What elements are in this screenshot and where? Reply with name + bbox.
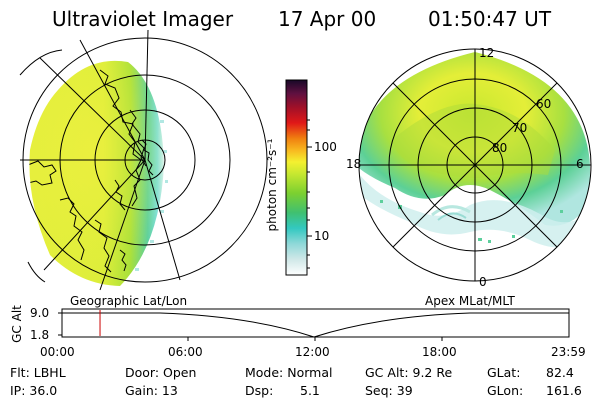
glat-label: GLat: — [487, 365, 521, 380]
time-tick-1800: 18:00 — [422, 345, 457, 359]
colorbar-unit-label: photon cm⁻²s⁻¹ — [265, 138, 279, 232]
observation-date: 17 Apr 00 — [278, 7, 377, 31]
time-tick-1200: 12:00 — [295, 345, 330, 359]
altitude-ytick-low: 1.8 — [30, 328, 50, 342]
altitude-timeline — [58, 308, 570, 341]
gain-status: Gain: 13 — [125, 383, 178, 398]
door-status: Door: Open — [125, 365, 197, 380]
time-tick-0000: 00:00 — [40, 345, 75, 359]
geographic-globe — [19, 29, 268, 291]
apex-panel-label: Apex MLat/MLT — [425, 294, 515, 308]
time-tick-2359: 23:59 — [551, 345, 586, 359]
image-title: Ultraviolet Imager — [52, 7, 234, 31]
mlat-label-80: 80 — [492, 141, 508, 155]
gc-alt-status: GC Alt: 9.2 Re — [365, 365, 453, 380]
colorbar — [285, 79, 312, 276]
colorbar-tick-10: 10 — [314, 229, 330, 243]
mlt-label-dusk: 18 — [346, 157, 362, 171]
time-tick-0600: 06:00 — [168, 345, 203, 359]
geographic-panel-label: Geographic Lat/Lon — [70, 294, 188, 308]
filter-status: Flt: LBHL — [10, 365, 66, 380]
mlt-label-midnight: 0 — [479, 275, 487, 289]
glat-value: 82.4 — [546, 365, 574, 380]
glon-value: 161.6 — [546, 383, 582, 398]
dsp-value: 5.1 — [300, 383, 320, 398]
mlt-label-noon: 12 — [479, 46, 495, 60]
dsp-label: Dsp: — [245, 383, 274, 398]
glon-label: GLon: — [487, 383, 524, 398]
mlat-label-70: 70 — [512, 121, 528, 135]
seq-status: Seq: 39 — [365, 383, 413, 398]
polar-aurora-plot — [358, 48, 592, 282]
mlat-label-60: 60 — [536, 97, 552, 111]
altitude-ylabel: GC Alt — [10, 305, 24, 343]
altitude-ytick-high: 9.0 — [30, 306, 50, 320]
mlt-label-dawn: 6 — [576, 157, 584, 171]
observation-time: 01:50:47 UT — [428, 7, 552, 31]
ip-status: IP: 36.0 — [10, 383, 58, 398]
mode-status: Mode: Normal — [245, 365, 333, 380]
colorbar-tick-100: 100 — [314, 140, 337, 154]
